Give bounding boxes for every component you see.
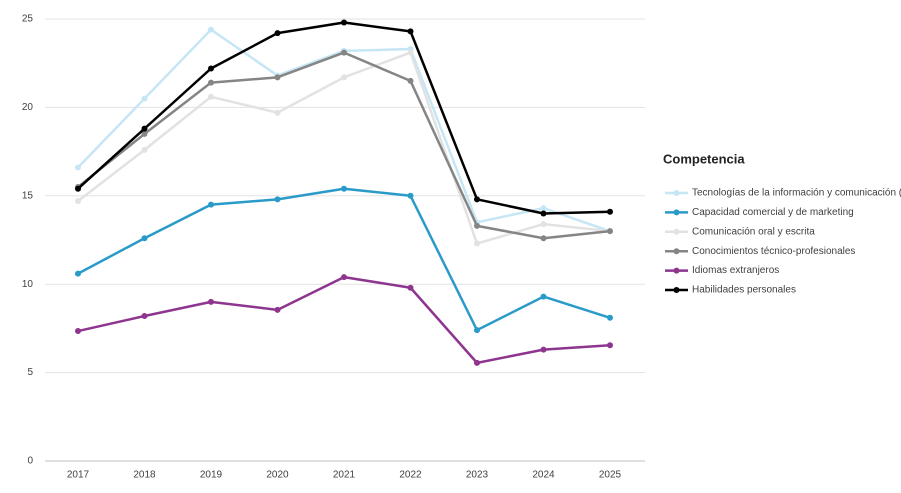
y-tick-label: 20 bbox=[22, 102, 34, 113]
point bbox=[607, 228, 613, 235]
point bbox=[407, 77, 414, 84]
x-tick-label: 2025 bbox=[599, 470, 622, 481]
point bbox=[474, 240, 480, 247]
point bbox=[407, 284, 414, 291]
point bbox=[75, 270, 81, 277]
x-tick-label: 2017 bbox=[67, 470, 90, 481]
legend-marker bbox=[673, 209, 680, 216]
point bbox=[474, 359, 480, 366]
point bbox=[274, 196, 281, 203]
point bbox=[141, 235, 148, 242]
x-tick-label: 2020 bbox=[266, 470, 289, 481]
x-tick-label: 2021 bbox=[333, 470, 356, 481]
point bbox=[75, 164, 81, 171]
series-line bbox=[77, 275, 611, 365]
x-tick-label: 2022 bbox=[399, 470, 422, 481]
point bbox=[341, 19, 347, 26]
point bbox=[274, 30, 281, 37]
legend-marker bbox=[673, 228, 680, 235]
legend-marker bbox=[673, 267, 680, 274]
legend-label: Idiomas extranjeros bbox=[692, 265, 779, 276]
point bbox=[274, 306, 281, 313]
point bbox=[540, 205, 547, 212]
point bbox=[341, 185, 347, 192]
point bbox=[274, 109, 281, 116]
series bbox=[75, 274, 613, 366]
point bbox=[540, 293, 547, 300]
legend-label: Capacidad comercial y de marketing bbox=[692, 207, 854, 218]
legend-label: Habilidades personales bbox=[692, 285, 796, 296]
point bbox=[75, 328, 81, 335]
point bbox=[208, 65, 214, 72]
y-tick-label: 0 bbox=[27, 456, 33, 467]
point bbox=[540, 235, 547, 242]
legend-marker bbox=[673, 248, 680, 255]
series-line bbox=[77, 51, 611, 245]
point bbox=[341, 49, 347, 56]
x-tick-label: 2018 bbox=[133, 470, 156, 481]
legend-title: Competencia bbox=[663, 151, 745, 166]
point bbox=[141, 125, 148, 132]
series bbox=[75, 49, 613, 247]
legend-label: Conocimientos técnico-profesionales bbox=[692, 246, 855, 257]
series bbox=[75, 19, 613, 217]
point bbox=[474, 327, 480, 334]
legend-marker bbox=[673, 287, 680, 293]
y-tick-label: 25 bbox=[22, 14, 34, 25]
legend-label: Comunicación oral y escrita bbox=[692, 226, 815, 237]
point bbox=[141, 130, 148, 137]
point bbox=[540, 210, 547, 217]
point bbox=[407, 49, 414, 56]
series bbox=[75, 185, 613, 334]
point bbox=[141, 313, 148, 320]
point bbox=[474, 222, 480, 229]
series-line bbox=[77, 28, 611, 233]
x-tick-label: 2019 bbox=[200, 470, 223, 481]
point bbox=[407, 192, 414, 199]
y-tick-label: 15 bbox=[22, 190, 34, 201]
point bbox=[141, 146, 148, 153]
point bbox=[341, 274, 347, 281]
y-tick-label: 5 bbox=[27, 367, 33, 378]
point bbox=[208, 298, 214, 305]
legend-marker bbox=[673, 190, 680, 196]
series bbox=[75, 49, 613, 242]
point bbox=[474, 196, 480, 203]
point bbox=[208, 201, 214, 208]
x-tick-label: 2024 bbox=[532, 470, 555, 481]
point bbox=[540, 346, 547, 353]
point bbox=[208, 79, 214, 86]
legend-label: Tecnologías de la información y comunica… bbox=[692, 188, 901, 199]
point bbox=[141, 95, 148, 102]
x-tick-label: 2023 bbox=[466, 470, 489, 481]
point bbox=[75, 198, 81, 205]
point bbox=[607, 342, 613, 349]
point bbox=[407, 28, 414, 35]
y-tick-label: 10 bbox=[22, 279, 34, 290]
point bbox=[341, 74, 347, 81]
point bbox=[540, 221, 547, 228]
point bbox=[607, 314, 613, 321]
point bbox=[274, 74, 281, 81]
series bbox=[75, 26, 613, 235]
point bbox=[208, 26, 214, 33]
point bbox=[208, 93, 214, 100]
point bbox=[75, 185, 81, 192]
point bbox=[607, 208, 613, 215]
